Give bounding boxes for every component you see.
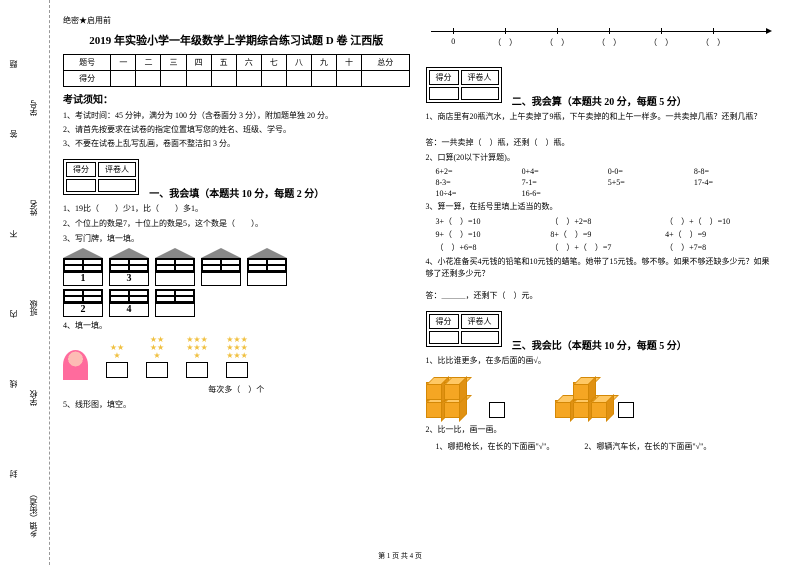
- score-row-label: 得分: [64, 71, 111, 87]
- notice-item: 3、不要在试卷上乱写乱画，卷面不整洁扣 3 分。: [63, 138, 410, 149]
- gutter-mark: 不: [8, 230, 19, 238]
- gutter-field: 乡镇（街道）: [28, 490, 39, 538]
- binding-gutter: 乡镇（街道） 学校 班级 姓名 学号 封 线 内 不 答 题: [0, 0, 50, 565]
- gutter-mark: 封: [8, 470, 19, 478]
- question-1-1: 1、19比（ ）少1，比（ ）多1。: [63, 203, 410, 215]
- question-2-3: 3、算一算，在括号里填上适当的数。: [426, 201, 773, 213]
- question-1-3: 3、写门牌，填一填。: [63, 233, 410, 245]
- left-column: 绝密★启用前 2019 年实验小学一年级数学上学期综合练习试题 D 卷 江西版 …: [55, 15, 418, 555]
- gutter-mark: 线: [8, 380, 19, 388]
- answer-2-1: 答：一共卖掉（ ）瓶，还剩（ ）瓶。: [426, 137, 773, 149]
- answer-2-4: 答：＿＿＿，还剩下（ ）元。: [426, 290, 773, 302]
- house-icon: [247, 248, 287, 286]
- star-icon: ★★★: [106, 344, 128, 360]
- notice-item: 2、请首先按要求在试卷的指定位置填写您的姓名、班级、学号。: [63, 124, 410, 135]
- cube-stack-icon: [426, 373, 481, 418]
- right-column: 0 （ ） （ ） （ ） （ ） （ ） 得分评卷人 二、我会算（本题共 20…: [418, 15, 781, 555]
- secret-label: 绝密★启用前: [63, 15, 410, 26]
- gutter-field: 姓名: [28, 200, 39, 216]
- stars-label: 每次多（ ）个: [63, 384, 410, 396]
- cube-stack-icon: [555, 373, 610, 418]
- answer-box[interactable]: [618, 402, 634, 418]
- house-icon: [155, 248, 195, 286]
- section-1-title: 一、我会填（本题共 10 分，每题 2 分）: [149, 189, 324, 200]
- question-1-4: 4、填一填。: [63, 320, 410, 332]
- houses-row: 2 4: [63, 289, 410, 317]
- number-line: 0 （ ） （ ） （ ） （ ） （ ）: [426, 23, 773, 53]
- calc3-grid: 3+（ ）=10（ ）+2=8（ ）+（ ）=10 9+（ ）=108+（ ）=…: [436, 216, 773, 253]
- notice-title: 考试须知：: [63, 91, 410, 106]
- star-icon: ★★★★★★★: [186, 336, 208, 360]
- stars-diagram: ★★★ ★★★★★ ★★★★★★★ ★★★★★★★★★: [63, 336, 410, 380]
- question-1-5: 5、线形图，填空。: [63, 399, 410, 411]
- section-2-title: 二、我会算（本题共 20 分，每题 5 分）: [512, 97, 687, 108]
- gutter-field: 学校: [28, 390, 39, 406]
- cubes-comparison: [426, 373, 773, 418]
- star-icon: ★★★★★: [146, 336, 168, 360]
- exam-title: 2019 年实验小学一年级数学上学期综合练习试题 D 卷 江西版: [63, 32, 410, 48]
- score-table: 题号 一 二 三 四 五 六 七 八 九 十 总分 得分: [63, 54, 410, 87]
- question-2-2: 2、口算(20以下计算题)。: [426, 152, 773, 164]
- gutter-mark: 题: [8, 60, 19, 68]
- question-2-1: 1、商店里有20瓶汽水，上午卖掉了9瓶，下午卖掉的和上午一样多。一共卖掉几瓶？还…: [426, 111, 773, 123]
- house-icon: [155, 289, 195, 317]
- score-header: 题号: [64, 55, 111, 71]
- calc-grid: 6+2=0+4=0-0=8-8= 8-3=7-1=5+5=17-4= 10÷4=…: [436, 167, 773, 198]
- section-score-box: 得分评卷人: [426, 311, 502, 347]
- star-icon: ★★★★★★★★★: [226, 336, 248, 360]
- house-icon: 4: [109, 289, 149, 317]
- notice-item: 1、考试时间：45 分钟，满分为 100 分（含卷面分 3 分），附加题单独 2…: [63, 110, 410, 121]
- question-3-2a: 1、哪把枪长，在长的下面画"√"。: [436, 441, 555, 452]
- house-icon: 2: [63, 289, 103, 317]
- gutter-mark: 答: [8, 130, 19, 138]
- gutter-field: 班级: [28, 300, 39, 316]
- question-1-2: 2、个位上的数是7，十位上的数是5，这个数是（ ）。: [63, 218, 410, 230]
- question-3-1: 1、比比谁更多，在多后面的画√。: [426, 355, 773, 367]
- section-3-title: 三、我会比（本题共 10 分，每题 5 分）: [512, 341, 687, 352]
- house-icon: 3: [109, 248, 149, 286]
- houses-row: 1 3: [63, 248, 410, 286]
- house-icon: [201, 248, 241, 286]
- question-3-2: 2、比一比，画一画。: [426, 424, 773, 436]
- gutter-field: 学号: [28, 100, 39, 116]
- section-score-box: 得分评卷人: [426, 67, 502, 103]
- answer-box[interactable]: [489, 402, 505, 418]
- page-footer: 第 1 页 共 4 页: [0, 551, 800, 561]
- question-3-2b: 2、哪辆汽车长，在长的下面画"√"。: [584, 441, 711, 452]
- question-2-4: 4、小花准备买4元钱的铅笔和10元钱的蜡笔。她带了15元钱。够不够。如果不够还缺…: [426, 256, 773, 280]
- girl-icon: [63, 350, 88, 380]
- page-container: 绝密★启用前 2019 年实验小学一年级数学上学期综合练习试题 D 卷 江西版 …: [0, 0, 800, 565]
- gutter-mark: 内: [8, 310, 19, 318]
- house-icon: 1: [63, 248, 103, 286]
- section-score-box: 得分评卷人: [63, 159, 139, 195]
